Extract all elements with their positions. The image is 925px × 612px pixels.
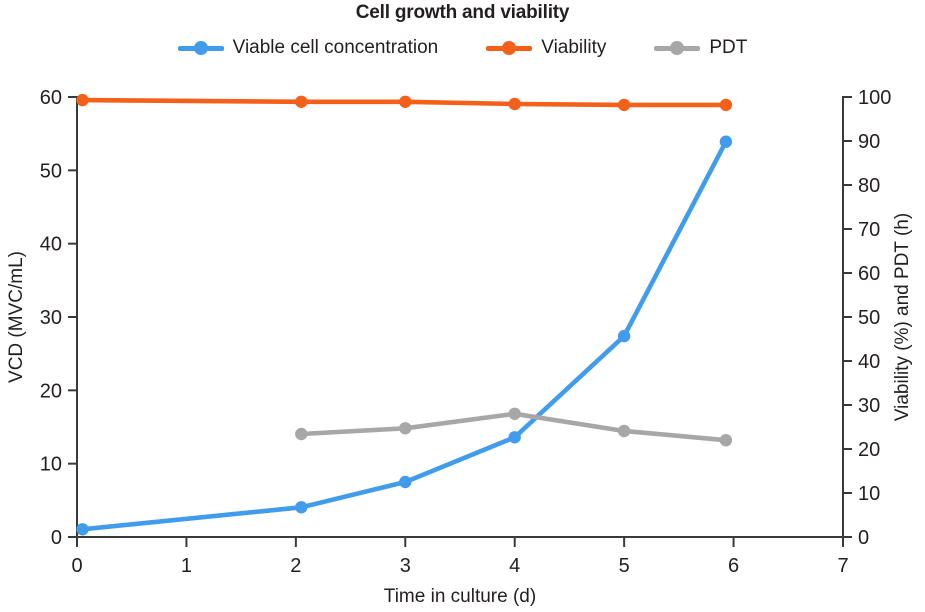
data-point (399, 475, 412, 489)
y-tick-label: 50 (40, 160, 62, 182)
y-tick-label: 60 (40, 87, 62, 109)
y2-tick-label: 20 (858, 439, 880, 461)
y2-tick-label: 10 (858, 483, 880, 505)
x-tick-label: 5 (619, 555, 630, 577)
y-tick-label: 0 (51, 527, 62, 549)
legend-item-viability[interactable]: Viability (486, 38, 606, 58)
axes-layer (68, 96, 852, 547)
y2-tick-label: 80 (858, 175, 880, 197)
y2-tick-label: 30 (858, 395, 880, 417)
data-point (295, 501, 308, 514)
data-point (617, 424, 631, 438)
legend-label-pdt: PDT (709, 37, 748, 58)
x-tick-label: 2 (290, 555, 301, 577)
y2-tick-label: 50 (858, 307, 880, 329)
data-point (719, 98, 733, 112)
legend-swatch-icon-viability (486, 40, 533, 56)
data-point (399, 95, 412, 109)
data-point (295, 427, 308, 441)
x-tick-label: 3 (400, 555, 411, 577)
data-point (508, 407, 521, 420)
y-tick-label: 20 (40, 380, 62, 402)
y2-tick-label: 60 (858, 263, 880, 285)
y-tick-label: 40 (40, 234, 62, 256)
data-point (617, 98, 631, 112)
y-axis-title: VCD (MVC/mL) (6, 251, 27, 383)
legend-label-viability: Viability (541, 37, 607, 58)
y2-axis-title: Viability (%) and PDT (h) (892, 213, 913, 421)
y2-tick-label: 90 (858, 131, 880, 153)
series-line-1 (80, 97, 729, 108)
x-tick-label: 4 (509, 555, 520, 577)
x-tick-label: 0 (71, 555, 82, 577)
series-layer (76, 93, 733, 536)
data-point (719, 135, 733, 148)
x-tick-label: 6 (728, 555, 739, 577)
y-tick-label: 10 (40, 454, 62, 476)
data-point (508, 97, 521, 111)
data-point (617, 329, 631, 343)
y2-tick-label: 0 (858, 527, 869, 549)
data-point (295, 95, 308, 109)
y-tick-label: 30 (40, 307, 62, 329)
chart-title: Cell growth and viability (355, 2, 570, 23)
data-point (399, 422, 412, 435)
legend-item-viable-cell-concentration[interactable]: Viable cell concentration (177, 37, 439, 58)
x-tick-label: 1 (181, 555, 192, 577)
x-axis-title: Time in culture (d) (384, 586, 536, 607)
legend-item-pdt[interactable]: PDT (654, 38, 747, 58)
legend-swatch-icon-pdt (654, 40, 701, 56)
x-tick-label: 7 (837, 555, 848, 577)
series-line-0 (80, 139, 729, 532)
data-point (508, 431, 521, 444)
chart-legend: Viable cell concentration Viability PDT (0, 38, 925, 58)
data-point (719, 434, 733, 447)
legend-swatch-icon-vcd (177, 40, 224, 56)
data-point (76, 93, 89, 107)
y2-tick-label: 100 (858, 87, 891, 109)
y2-tick-label: 40 (858, 351, 880, 373)
data-point (76, 523, 89, 536)
axis-labels-layer: 0 10 20 30 40 50 60 0 10 20 30 40 50 60 70 80 90 100 0 1 2 3 4… (6, 87, 913, 607)
y2-tick-label: 70 (858, 219, 880, 241)
legend-label-vcd: Viable cell concentration (232, 37, 439, 58)
